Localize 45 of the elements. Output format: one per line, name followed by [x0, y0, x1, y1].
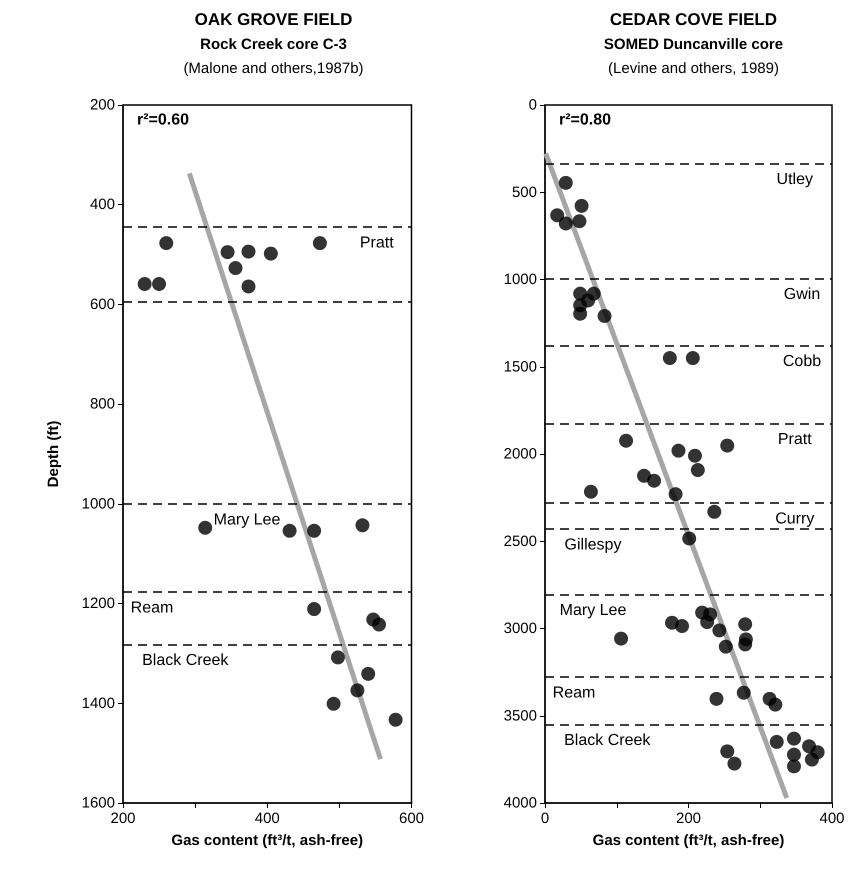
y-tick-label: 600 [90, 296, 115, 313]
annotation: r²=0.80 [559, 112, 612, 128]
y-tick-label: 800 [90, 396, 115, 413]
x-tick-label: 200 [110, 810, 136, 827]
y-tick-label: 500 [512, 184, 537, 201]
ref-line-label: Pratt [778, 431, 812, 448]
y-tick-label: 0 [528, 96, 537, 114]
ref-line-label: Ream [552, 684, 596, 702]
ref-line-label: Curry [775, 510, 814, 528]
y-tick-label: 1400 [82, 694, 115, 712]
ref-line-label: Black Creek [142, 652, 230, 669]
ref-line-label: Mary Lee [214, 511, 280, 528]
x-tick-label: 600 [398, 810, 424, 827]
y-tick-label: 3500 [504, 707, 537, 724]
ref-line-label: Utley [776, 170, 813, 188]
x-tick-label: 0 [540, 810, 550, 827]
y-tick-label: 4000 [504, 794, 537, 812]
chart-title: OAK GROVE FIELD [194, 10, 352, 29]
x-tick-label: 200 [676, 810, 702, 827]
y-tick-label: 200 [90, 96, 115, 114]
y-tick-label: 2500 [504, 532, 537, 550]
y-tick-label: 1600 [82, 794, 115, 812]
x-tick-label: 400 [819, 810, 845, 827]
y-axis-title: Depth (ft) [45, 420, 62, 488]
y-tick-label: 400 [90, 196, 115, 214]
chart-title: CEDAR COVE FIELD [610, 10, 778, 29]
y-tick-label: 1000 [82, 495, 115, 512]
x-axis-title: Gas content (ft³/t, ash-free) [592, 832, 784, 849]
ref-line-label: Gwin [784, 286, 820, 304]
y-tick-label: 1200 [82, 595, 115, 612]
annotation: r²=0.60 [137, 112, 190, 128]
ref-line-label: Cobb [782, 352, 822, 370]
ref-line-label: Ream [130, 600, 174, 617]
x-axis-title: Gas content (ft³/t, ash-free) [171, 832, 364, 849]
y-tick-label: 2000 [504, 446, 537, 462]
chart-subtitle: Rock Creek core C-3 (Malone and others,1987b) [183, 36, 364, 77]
ref-line-label: Pratt [360, 234, 394, 252]
chart-subtitle: SOMED Duncanville core (Levine and others, 1989) [604, 36, 784, 77]
y-tick-label: 1000 [504, 271, 537, 288]
ref-line-label: Black Creek [564, 732, 652, 749]
ref-line-label: Mary Lee [560, 602, 626, 619]
x-tick-label: 400 [254, 810, 280, 827]
y-tick-label: 3000 [504, 620, 537, 637]
y-tick-label: 1500 [504, 358, 537, 376]
ref-line-label: Gillespy [564, 536, 622, 554]
